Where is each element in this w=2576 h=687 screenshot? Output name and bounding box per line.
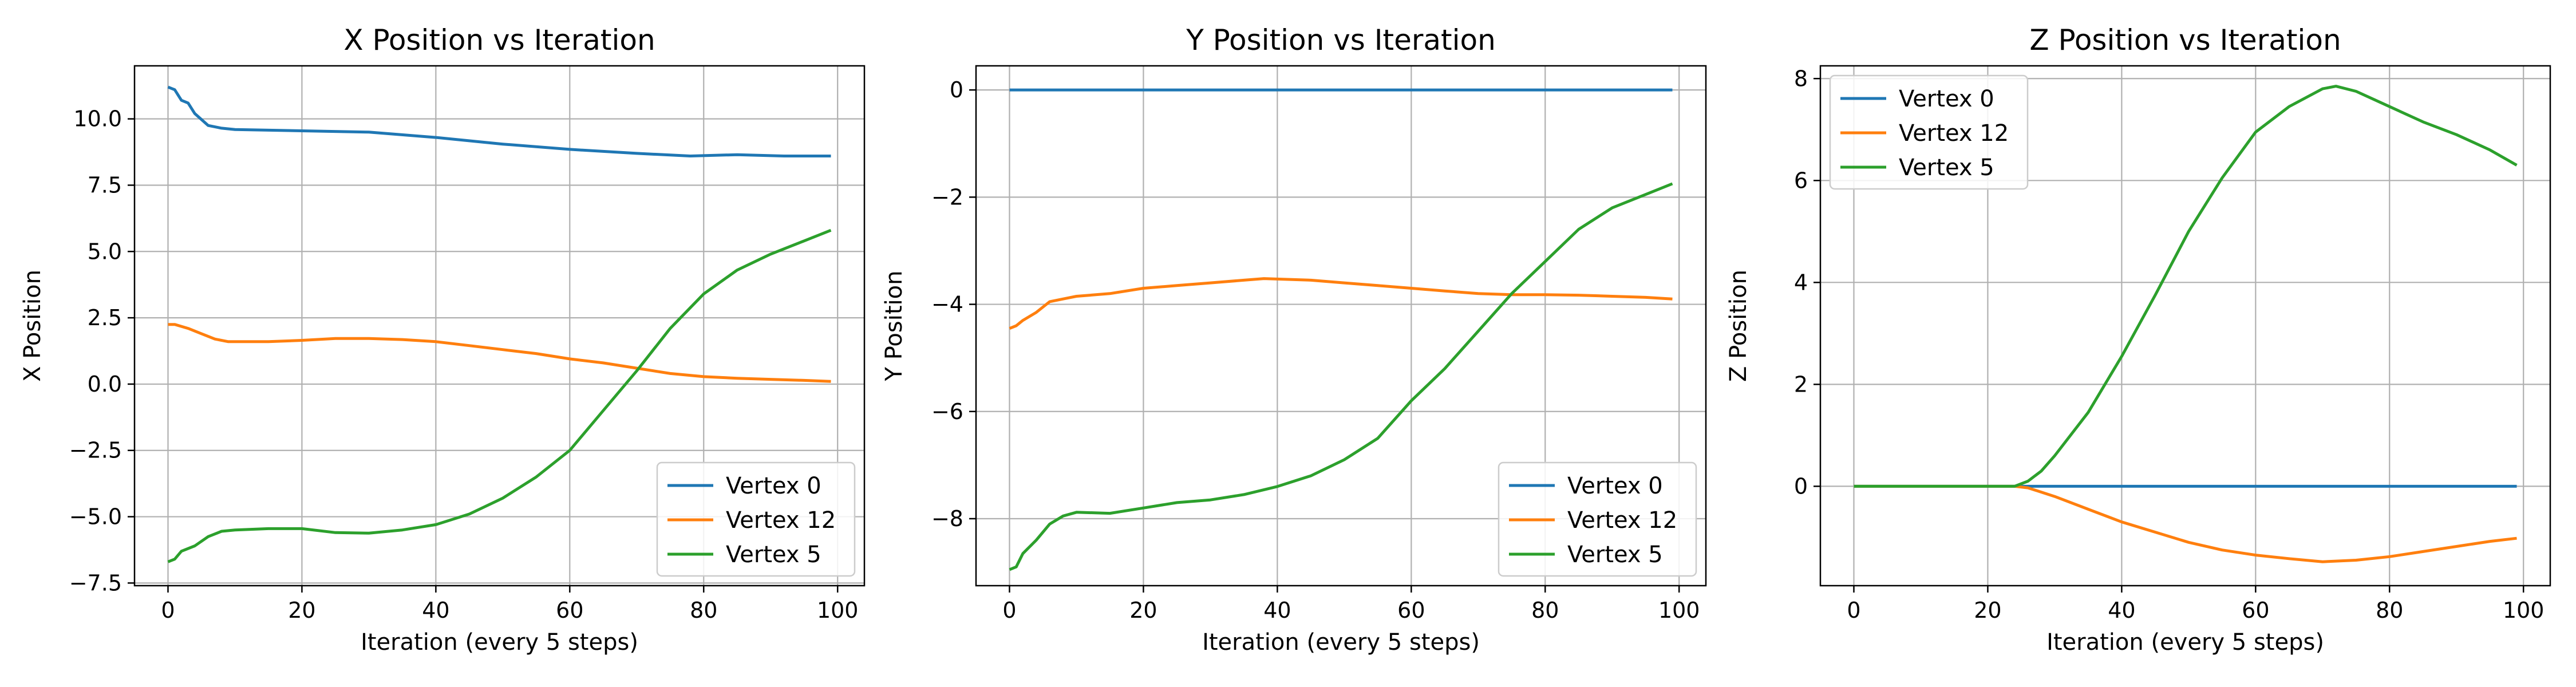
axes-frame: [1819, 65, 2551, 587]
x-tick-label: 20: [1974, 598, 2001, 623]
y-tick-label: −8: [931, 506, 963, 531]
legend-label-vertex-0: Vertex 0: [1567, 473, 1663, 499]
y-tick-label: 8: [1794, 66, 1808, 91]
x-tick-label: 0: [161, 598, 175, 623]
x-tick-label: 40: [2108, 598, 2135, 623]
y-tick-label: 5.0: [88, 239, 122, 264]
y-tick-label: 0: [1794, 473, 1808, 499]
x-tick-label: 20: [1129, 598, 1157, 623]
legend-label-vertex-12: Vertex 12: [1567, 507, 1677, 534]
y-tick-label: −4: [931, 292, 963, 317]
x-tick-label: 100: [2503, 598, 2545, 623]
legend-box: [1498, 461, 1697, 577]
chart-panel-y-position: 0 20 40 60 80 100 −8 −6 −4 −2 0 Y Position vs Iter…: [881, 23, 1707, 656]
x-tick-label: 100: [817, 598, 859, 623]
y-tick-label: 0.0: [88, 372, 122, 397]
x-tick-label: 60: [556, 598, 583, 623]
legend-label-vertex-0: Vertex 0: [1899, 86, 1994, 112]
series-line-vertex-12: [1009, 277, 1673, 330]
x-tick-label: 60: [2242, 598, 2269, 623]
chart-panel-z-position: 0 20 40 60 80 100 0 2 4 6 8 Z Position vs Iteratio…: [1725, 23, 2551, 656]
legend-label-vertex-0: Vertex 0: [726, 473, 821, 499]
x-tick-label: 40: [422, 598, 449, 623]
series-line-vertex-5: [1009, 182, 1673, 571]
series-line-vertex-0: [167, 85, 831, 157]
chart-panel-x-position: 0 20 40 60 80 100 −7.5 −5.0 −2.5 0.0 2.5 5.0 7.5 10.0…: [19, 23, 866, 656]
x-tick-label: 0: [1847, 598, 1860, 623]
series-line-vertex-5: [167, 228, 832, 563]
legend-box: [1829, 74, 2029, 190]
x-axis-label: Iteration (every 5 steps): [361, 629, 638, 656]
series-line-vertex-5: [1854, 85, 2518, 488]
x-tick-label: 100: [1658, 598, 1700, 623]
axes-frame: [133, 65, 866, 587]
x-tick-label: 0: [1002, 598, 1016, 623]
y-tick-label: 4: [1794, 270, 1808, 295]
y-tick-label: −2: [931, 184, 963, 210]
y-axis-label: Y Position: [881, 271, 907, 382]
y-tick-label: 6: [1794, 168, 1808, 193]
chart-title: X Position vs Iteration: [343, 23, 655, 57]
legend-box: [656, 461, 856, 577]
plot-area: 0 20 40 60 80 100 −8 −6 −4 −2 0: [931, 65, 1707, 623]
series-line-vertex-12: [1854, 484, 2517, 563]
x-axis-label: Iteration (every 5 steps): [1202, 629, 1480, 656]
x-axis-label: Iteration (every 5 steps): [2046, 629, 2324, 656]
legend-label-vertex-5: Vertex 5: [726, 542, 821, 568]
x-tick-label: 80: [2376, 598, 2403, 623]
y-tick-label: −6: [931, 399, 963, 424]
series-line-vertex-12: [168, 323, 831, 383]
y-axis-label: Z Position: [1725, 270, 1752, 382]
chart-title: Z Position vs Iteration: [2029, 23, 2341, 57]
legend-label-vertex-5: Vertex 5: [1899, 155, 1994, 181]
x-tick-label: 20: [288, 598, 315, 623]
chart-title: Y Position vs Iteration: [1186, 23, 1496, 57]
y-axis-label: X Position: [19, 270, 46, 382]
y-tick-label: 2: [1794, 372, 1808, 397]
x-tick-label: 80: [690, 598, 717, 623]
legend: Vertex 0 Vertex 12 Vertex 5: [1829, 74, 2029, 190]
plot-area: 0 20 40 60 80 100 −7.5 −5.0 −2.5 0.0 2.5 5.0 7.5 10.0: [69, 65, 866, 623]
legend: Vertex 0 Vertex 12 Vertex 5: [656, 461, 856, 577]
plot-area: 0 20 40 60 80 100 0 2 4 6 8: [1794, 65, 2551, 623]
y-tick-label: −2.5: [69, 438, 122, 463]
y-tick-label: 7.5: [88, 172, 122, 198]
legend-label-vertex-12: Vertex 12: [1899, 120, 2009, 147]
axes-frame: [975, 65, 1707, 587]
y-tick-label: 0: [950, 77, 963, 102]
x-tick-label: 60: [1397, 598, 1425, 623]
y-tick-label: 2.5: [88, 305, 122, 330]
x-tick-label: 80: [1531, 598, 1559, 623]
legend-label-vertex-5: Vertex 5: [1567, 542, 1663, 568]
y-tick-label: −7.5: [69, 570, 122, 595]
y-tick-label: −5.0: [69, 504, 122, 530]
legend: Vertex 0 Vertex 12 Vertex 5: [1498, 461, 1697, 577]
x-tick-label: 40: [1263, 598, 1291, 623]
legend-label-vertex-12: Vertex 12: [726, 507, 836, 534]
y-tick-label: 10.0: [73, 106, 122, 132]
